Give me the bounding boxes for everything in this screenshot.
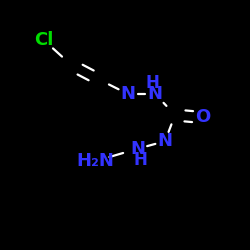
Text: N: N	[148, 85, 162, 103]
Text: O: O	[195, 108, 210, 126]
Text: Cl: Cl	[34, 31, 54, 49]
Text: N: N	[120, 85, 135, 103]
Text: N: N	[158, 132, 172, 150]
Text: H: H	[133, 151, 147, 169]
Text: H: H	[146, 74, 160, 92]
Text: N: N	[130, 140, 145, 158]
Text: H₂N: H₂N	[76, 152, 114, 170]
